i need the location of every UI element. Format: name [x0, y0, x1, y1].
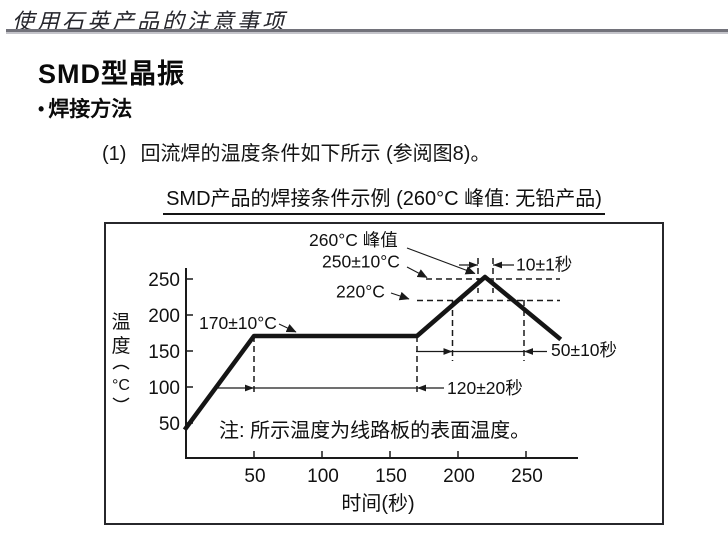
y-tick-250: 250: [148, 270, 180, 291]
arrowhead-10s-right: [493, 261, 502, 269]
y-tick-100: 100: [148, 378, 180, 399]
section-heading: SMD型晶振: [38, 59, 185, 89]
arrowhead-50s-right: [524, 348, 533, 355]
leader-260C-peak: [406, 247, 476, 275]
y-axis-title-char1: 温: [111, 311, 130, 333]
y-tick-150: 150: [148, 342, 180, 363]
x-tick-50: 50: [244, 466, 265, 487]
leader-250C: [406, 266, 428, 278]
vertical-paren-open: [112, 364, 130, 370]
dimension-arrowheads: [245, 261, 533, 392]
arrowhead-50s-left: [443, 348, 453, 355]
header-divider-rule: [6, 29, 728, 34]
subsection-heading-row: • 焊接方法: [38, 93, 132, 123]
figure-title: SMD产品的焊接条件示例 (260°C 峰值: 无铅产品): [163, 188, 605, 215]
item-number: (1): [102, 143, 127, 165]
x-tick-labels: 50 100 150 200 250: [244, 466, 542, 487]
y-tick-200: 200: [148, 306, 180, 327]
label-220C: 220°C: [336, 282, 385, 302]
y-axis-title-char2: 度: [111, 335, 130, 357]
label-120s: 120±20秒: [447, 378, 523, 398]
label-10s: 10±1秒: [516, 255, 572, 275]
figure-border: [104, 222, 664, 525]
y-axis-ticks: [186, 278, 193, 424]
x-tick-200: 200: [443, 466, 475, 487]
y-axis-unit: °C: [112, 377, 130, 394]
arrowhead-120s-right: [417, 384, 426, 392]
leader-220C: [390, 291, 410, 301]
temperature-profile-curve: [182, 274, 563, 432]
figure-note: 注: 所示温度为线路板的表面温度。: [219, 419, 530, 442]
annotation-labels: 260°C 峰值 250±10°C 220°C 170±10°C 10±1秒 5…: [199, 230, 617, 398]
arrowhead-120s-left: [245, 384, 254, 392]
y-tick-50: 50: [159, 414, 180, 435]
numbered-paragraph: (1) 回流焊的温度条件如下所示 (参阅图8)。: [102, 137, 490, 166]
y-axis-title: 温 度 °C: [111, 311, 131, 403]
x-tick-100: 100: [307, 466, 339, 487]
vertical-paren-close: [112, 397, 130, 403]
x-tick-250: 250: [511, 466, 543, 487]
x-axis-ticks: [253, 451, 527, 457]
label-170C: 170±10°C: [199, 313, 277, 333]
label-250C: 250±10°C: [322, 252, 400, 272]
x-tick-150: 150: [375, 466, 407, 487]
x-axis-title: 时间(秒): [341, 492, 414, 515]
leader-170C: [278, 323, 297, 333]
label-50s: 50±10秒: [551, 340, 617, 360]
dashed-guides: [253, 258, 560, 393]
leader-arrows: [278, 247, 476, 333]
figure-title-row: SMD产品的焊接条件示例 (260°C 峰值: 无铅产品): [104, 182, 664, 215]
arrowhead-10s-left: [469, 261, 478, 269]
item-text: 回流焊的温度条件如下所示 (参阅图8)。: [140, 143, 491, 165]
axes-lines: [185, 268, 578, 459]
label-260C-peak: 260°C 峰值: [309, 230, 398, 250]
y-tick-labels: 250 200 150 100 50: [148, 270, 180, 435]
reflow-profile-figure: 250 200 150 100 50 50 100 150 200 250 时间…: [104, 222, 664, 525]
subsection-heading: 焊接方法: [48, 98, 133, 121]
bullet-icon: •: [38, 99, 45, 119]
